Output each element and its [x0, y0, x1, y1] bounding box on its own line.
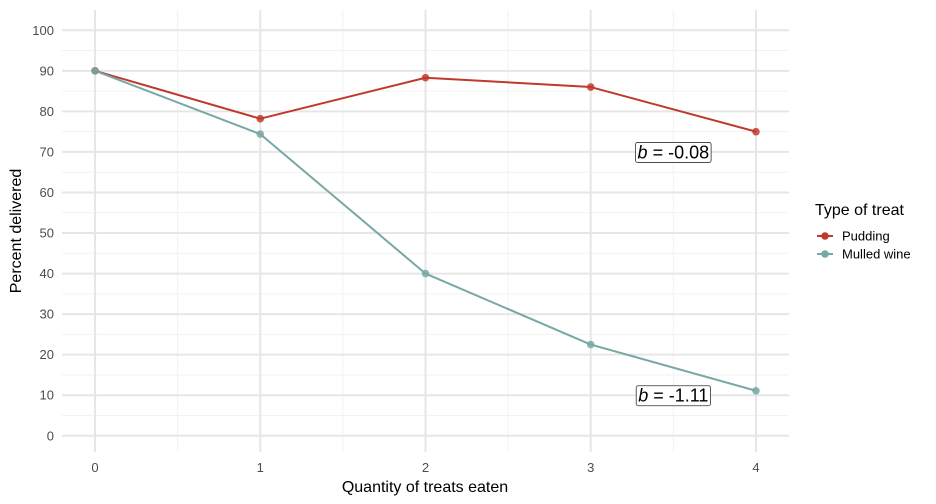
annotation-variable: b: [638, 386, 648, 406]
y-tick-label: 50: [40, 226, 54, 241]
x-tick-label: 1: [257, 460, 264, 475]
annotations: b = -0.08b = -1.11: [635, 142, 712, 407]
legend-label: Pudding: [842, 229, 890, 244]
annotation-value: = -1.11: [648, 386, 708, 406]
data-point-mulled-wine: [752, 386, 760, 395]
annotation-label: b = -0.08: [638, 142, 710, 162]
legend-item-pudding: Pudding: [817, 229, 890, 244]
legend-item-mulled-wine: Mulled wine: [817, 247, 911, 262]
legend-swatch-point: [821, 232, 829, 240]
y-tick-label: 60: [40, 185, 54, 200]
x-axis-title: Quantity of treats eaten: [342, 479, 508, 496]
data-point-pudding: [752, 127, 760, 136]
legend-items: Pudding Mulled wine: [817, 229, 911, 262]
annotation-box: [635, 142, 712, 163]
legend: Type of treat Pudding Mulled wine: [815, 202, 911, 262]
legend-title: Type of treat: [815, 202, 904, 219]
data-point-pudding: [256, 114, 265, 123]
y-tick-label: 100: [32, 23, 54, 38]
data-point-pudding: [421, 73, 430, 82]
annotation-label: b = -1.11: [638, 386, 708, 406]
slope-annotation: b = -0.08: [635, 142, 712, 163]
major-gridlines: [62, 10, 789, 452]
x-tick-label: 3: [587, 460, 594, 475]
y-tick-label: 70: [40, 144, 54, 159]
data-point-mulled-wine: [91, 67, 99, 75]
y-axis-title: Percent delivered: [8, 169, 25, 294]
x-tick-label: 4: [752, 460, 759, 475]
y-tick-label: 40: [40, 266, 54, 281]
data-point-mulled-wine: [586, 340, 595, 349]
data-point-pudding: [586, 83, 595, 91]
slope-annotation: b = -1.11: [635, 385, 711, 407]
y-tick-label: 80: [40, 104, 54, 119]
annotation-value: = -0.08: [648, 142, 710, 162]
x-tick-labels: 0 1 2 3 4: [91, 460, 759, 475]
y-tick-label: 0: [47, 428, 54, 443]
y-tick-label: 90: [40, 63, 54, 78]
annotation-box: [635, 385, 711, 407]
series-points: [91, 67, 760, 395]
y-tick-label: 30: [40, 307, 54, 322]
legend-label: Mulled wine: [842, 247, 911, 262]
x-tick-label: 2: [422, 460, 429, 475]
x-tick-label: 0: [91, 460, 98, 475]
legend-swatch-point: [821, 250, 829, 258]
y-tick-label: 10: [40, 388, 54, 403]
data-point-mulled-wine: [256, 130, 265, 138]
annotation-variable: b: [638, 142, 648, 162]
y-tick-label: 20: [40, 347, 54, 362]
data-point-mulled-wine: [421, 269, 430, 278]
y-tick-labels: 0 10 20 30 40 50 60 70 80 90 100: [32, 23, 54, 444]
